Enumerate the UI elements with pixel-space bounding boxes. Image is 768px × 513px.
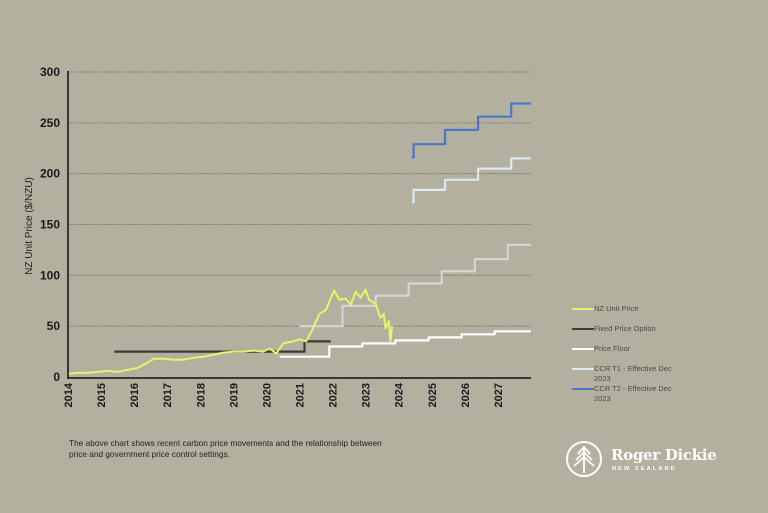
tree-icon [566,441,602,477]
x-tick-label: 2019 [228,383,240,407]
x-tick-label: 2027 [493,383,505,407]
legend-label: Price Floor [594,344,631,353]
x-tick-label: 2020 [261,383,273,407]
legend: NZ Unit Price Fixed Price Option Price Flo… [572,304,732,404]
legend-swatch [572,348,594,350]
legend-label: CCR T2 - Effective Dec 2023 [594,384,672,403]
logo: Roger Dickie NEW ZEALAND [565,440,717,478]
x-tick-label: 2026 [460,383,472,407]
x-axis-ticks: 2014 2015 2016 2017 2018 2019 2020 2021 2022 2023… [63,382,505,407]
logo-name: Roger Dickie [611,446,717,464]
legend-item: CCR T2 - Effective Dec 2023 [572,384,732,404]
series-line-ccr-prior-settings [299,243,531,328]
logo-subtitle: NEW ZEALAND [612,466,677,472]
y-tick-label: 100 [40,268,60,282]
x-tick-label: 2022 [328,383,340,407]
legend-label: NZ Unit Price [594,304,639,313]
legend-swatch [572,328,594,330]
legend-item: CCR T1 - Effective Dec 2023 [572,364,732,384]
x-tick-label: 2018 [195,383,207,407]
y-axis-ticks: 0 50 100 150 200 250 300 [40,65,60,384]
x-tick-label: 2021 [295,383,307,407]
legend-item: Price Floor [572,344,732,364]
y-tick-label: 250 [40,116,60,130]
x-tick-label: 2015 [96,383,108,407]
chart-caption: The above chart shows recent carbon pric… [69,438,382,459]
legend-swatch [572,388,594,390]
y-tick-label: 0 [53,370,60,384]
y-tick-label: 150 [40,218,60,232]
y-tick-label: 50 [47,319,61,333]
y-tick-label: 300 [40,65,60,79]
legend-swatch [572,308,594,310]
x-tick-label: 2025 [427,383,439,407]
series-line-fixed-price-option [114,340,331,353]
x-tick-label: 2017 [162,383,174,407]
y-tick-label: 200 [40,167,60,181]
series-line-price-floor [279,330,531,358]
series-line-ccr-t2-effective-dec-2023 [411,102,531,159]
x-tick-label: 2023 [361,383,373,407]
legend-item: Fixed Price Option [572,324,732,344]
x-tick-label: 2016 [129,383,141,407]
legend-item: NZ Unit Price [572,304,732,324]
series-group [67,102,531,375]
series-line-nz-unit-price [67,288,394,375]
x-tick-label: 2024 [394,382,406,407]
grid-lines [68,71,531,327]
x-tick-label: 2014 [63,382,75,407]
legend-label: CCR T1 - Effective Dec 2023 [594,364,672,383]
y-axis-label: NZ Unit Price ($/NZU) [24,177,35,275]
legend-label: Fixed Price Option [594,324,656,333]
series-line-ccr-t1-effective-dec-2023 [411,157,531,204]
legend-swatch [572,368,594,370]
